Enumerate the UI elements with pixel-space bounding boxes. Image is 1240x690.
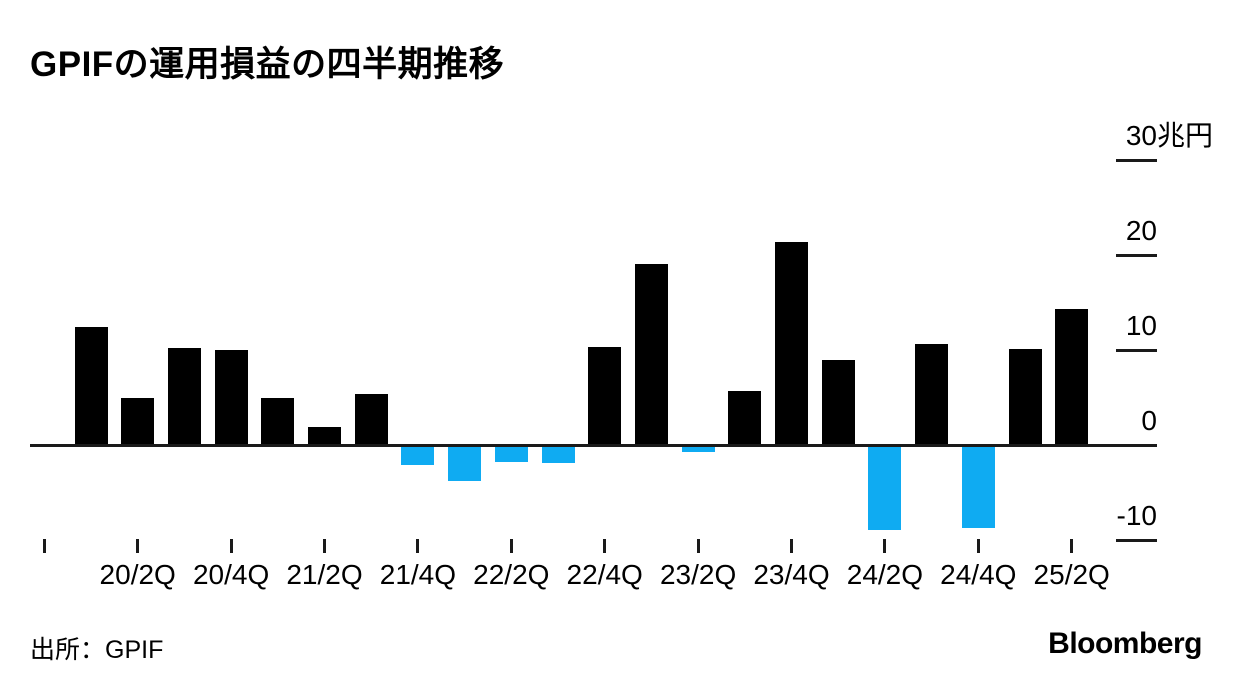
bar-21/3Q (354, 394, 388, 446)
bar-24/1Q (821, 360, 855, 446)
bar-24/3Q (915, 343, 949, 446)
bar-23/1Q (634, 264, 668, 446)
bar-22/2Q (494, 445, 528, 462)
x-axis-tick-25/2Q (1070, 539, 1074, 553)
x-axis-label-22/2Q: 22/2Q (473, 559, 550, 590)
source-note: 出所：GPIF (30, 636, 164, 664)
x-axis-tick-23/2Q (696, 539, 700, 553)
x-axis-tick-21/2Q (323, 539, 326, 553)
y-axis-label-number: -10 (1116, 499, 1157, 531)
bar-20/2Q (121, 398, 155, 446)
y-axis-tick--10 (1116, 539, 1157, 542)
x-axis-tick-24/2Q (883, 539, 887, 553)
x-axis-tick-lead (42, 539, 46, 553)
bar-21/1Q (261, 398, 295, 446)
y-axis-label-30: 30 兆円 (1110, 119, 1214, 151)
bar-23/3Q (728, 391, 762, 446)
y-axis-label-number: 10 (1125, 309, 1157, 341)
bar-23/4Q (775, 242, 808, 446)
y-axis-unit-suffix: 兆円 (1157, 119, 1214, 151)
chart-title: GPIFの運用損益の四半期推移 (30, 45, 505, 84)
y-axis-label-number: 0 (1141, 404, 1157, 436)
bar-24/4Q (961, 445, 995, 529)
bar-22/3Q (541, 445, 575, 463)
y-axis-label-number: 20 (1125, 214, 1157, 246)
x-axis-tick-21/4Q (416, 539, 420, 553)
zero-axis-line (30, 444, 1157, 447)
y-axis-label-10: 10 (1110, 309, 1157, 341)
y-axis-label-number: 30 (1125, 119, 1157, 151)
x-axis-label-23/2Q: 23/2Q (659, 559, 737, 590)
bar-21/4Q (401, 445, 435, 465)
x-axis-tick-22/4Q (603, 539, 607, 553)
y-axis-label-20: 20 (1110, 214, 1157, 246)
bar-23/2Q (681, 445, 715, 453)
bar-22/1Q (448, 445, 482, 481)
y-axis-tick-10 (1116, 349, 1157, 352)
x-axis-tick-22/2Q (509, 539, 513, 553)
x-axis-label-20/2Q: 20/2Q (99, 559, 176, 590)
x-axis-label-23/4Q: 23/4Q (753, 559, 830, 590)
bar-22/4Q (588, 346, 622, 446)
x-axis-label-24/4Q: 24/4Q (940, 559, 1017, 590)
bar-21/2Q (308, 427, 341, 446)
x-axis-label-21/2Q: 21/2Q (286, 559, 363, 590)
x-axis-tick-20/2Q (136, 539, 140, 553)
bar-25/2Q (1055, 308, 1089, 446)
bar-20/4Q (214, 349, 248, 446)
y-axis-tick-30 (1116, 159, 1157, 162)
bar-20/1Q (74, 326, 108, 446)
x-axis-tick-24/4Q (976, 539, 980, 553)
x-axis-label-25/2Q: 25/2Q (1033, 559, 1110, 590)
y-axis-label--10: -10 (1110, 499, 1157, 531)
y-axis-tick-20 (1116, 254, 1157, 257)
x-axis-label-22/4Q: 22/4Q (566, 559, 643, 590)
x-axis-tick-20/4Q (229, 539, 233, 553)
x-axis-tick-23/4Q (790, 539, 793, 553)
bar-25/1Q (1008, 348, 1042, 446)
bloomberg-logo: Bloomberg (1048, 627, 1202, 660)
x-axis-label-24/2Q: 24/2Q (846, 559, 924, 590)
bar-20/3Q (167, 347, 201, 446)
y-axis-label-0: 0 (1110, 404, 1157, 436)
x-axis-label-20/4Q: 20/4Q (192, 559, 270, 590)
x-axis-label-21/4Q: 21/4Q (379, 559, 457, 590)
bar-24/2Q (868, 445, 902, 530)
